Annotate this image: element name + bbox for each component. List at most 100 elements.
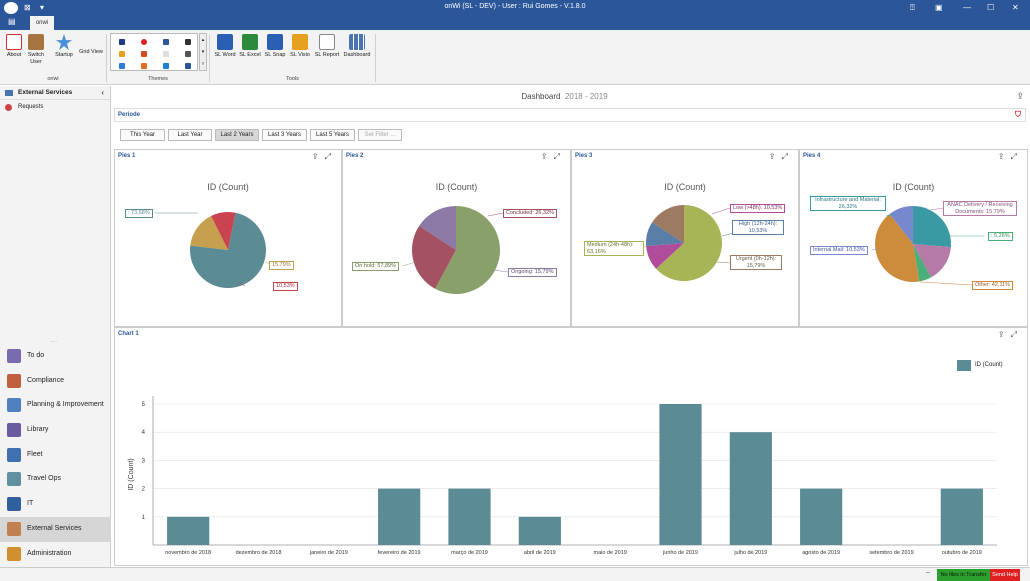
sidebar-header[interactable]: External Services ‹ [0, 86, 110, 100]
tab-onwi[interactable]: onwi [30, 16, 54, 30]
dashboard-area: Dashboard 2018 - 2019 ⇪ Periode ⛉ This Y… [112, 86, 1030, 566]
export-icon[interactable]: ⇪ [997, 330, 1011, 339]
nav-item-to-do[interactable]: To do [0, 344, 111, 369]
export-icon[interactable]: ⇪ [311, 152, 325, 161]
themes-scroll[interactable]: ▴ ▾ ▿ [199, 33, 207, 71]
pie-slice[interactable] [211, 212, 236, 250]
bar[interactable] [448, 488, 491, 545]
collapse-chevron-icon[interactable]: ‹ [101, 88, 104, 97]
theme-icon[interactable] [185, 51, 191, 57]
bar[interactable] [940, 488, 983, 545]
pie-slice[interactable] [646, 222, 684, 247]
panel-title: Pies 1 [118, 153, 136, 159]
bar[interactable] [378, 488, 421, 545]
pie-slice[interactable] [913, 244, 932, 282]
themes-gallery[interactable] [110, 33, 198, 71]
pie-slice[interactable] [190, 212, 266, 288]
pie-slice[interactable] [913, 244, 951, 278]
restore-ribbon-icon[interactable]: ▣ [935, 3, 943, 12]
nav-item-planning[interactable]: Planning & Improvement [0, 393, 111, 418]
theme-icon[interactable] [141, 51, 147, 57]
sl-excel-button[interactable]: SL Excel [238, 34, 262, 59]
export-icon[interactable]: ⇪ [540, 152, 554, 161]
theme-icon[interactable] [119, 63, 125, 69]
bar[interactable] [659, 404, 702, 545]
startup-button[interactable]: Startup [52, 34, 76, 59]
nav-item-administration[interactable]: Administration [0, 542, 111, 567]
send-help-button[interactable]: Send Help [990, 569, 1020, 581]
maximize-icon[interactable]: ⤢ [324, 152, 337, 161]
last-3-years-button[interactable]: Last 3 Years [262, 129, 307, 141]
pie-slice[interactable] [913, 206, 951, 248]
bar[interactable] [167, 516, 210, 545]
app-logo-icon [4, 2, 18, 14]
splitter-grip[interactable]: ..... [50, 338, 57, 344]
theme-icon[interactable] [185, 63, 191, 69]
bar[interactable] [800, 488, 843, 545]
nav-item-library[interactable]: Library [0, 418, 111, 443]
last-5-years-button[interactable]: Last 5 Years [310, 129, 355, 141]
maximize-icon[interactable]: ⤢ [781, 152, 794, 161]
sl-snap-button[interactable]: SL Snap [263, 34, 287, 59]
bar[interactable] [729, 432, 772, 545]
pie-slice[interactable] [889, 206, 913, 244]
airplane-icon [7, 447, 21, 462]
help-icon[interactable]: ⍰ [910, 3, 915, 12]
sl-report-button[interactable]: SL Report [313, 34, 341, 59]
theme-icon[interactable] [163, 51, 169, 57]
last-2-years-button[interactable]: Last 2 Years [215, 129, 259, 141]
minimize-icon[interactable]: — [963, 3, 971, 12]
switch-user-button[interactable]: Switch User [25, 34, 47, 66]
sidebar-item-requests[interactable]: Requests [0, 100, 110, 114]
sl-word-button[interactable]: SL Word [213, 34, 237, 59]
nav-item-fleet[interactable]: Fleet [0, 443, 111, 468]
pie-slice[interactable] [656, 205, 722, 281]
maximize-icon[interactable]: ☐ [987, 3, 995, 12]
theme-icon[interactable] [141, 39, 147, 45]
theme-icon[interactable] [119, 51, 125, 57]
minimize-status-icon[interactable]: – [926, 569, 930, 576]
pie-slice[interactable] [190, 215, 228, 250]
status-bar: – No files in Transfer Send Help [0, 567, 1030, 581]
nav-item-external-services[interactable]: External Services [0, 516, 111, 542]
about-button[interactable]: About [4, 34, 24, 59]
pie-slice[interactable] [412, 225, 456, 289]
nav-item-travel-ops[interactable]: Travel Ops [0, 467, 111, 492]
dashboard-button[interactable]: Dashboard [342, 34, 372, 59]
bar[interactable] [518, 516, 561, 545]
export-icon[interactable]: ⇪ [1016, 91, 1024, 101]
travel-icon [7, 472, 21, 487]
theme-icon[interactable] [141, 63, 147, 69]
external-services-icon [7, 521, 21, 536]
set-filter-button[interactable]: Set Filter ... [358, 129, 402, 141]
app-menu-icon[interactable]: ▤ [8, 17, 16, 26]
maximize-icon[interactable]: ⤢ [553, 152, 566, 161]
panel-tools: ⇪⤢ [541, 152, 566, 162]
grid-view-button[interactable]: Grid View [79, 49, 103, 55]
pie-label: 15,79% [269, 261, 294, 270]
bar-chart-panel: Chart 1 ⇪⤢ ID (Count) 1 2 3 4 5 ID (Count) nov… [114, 327, 1028, 566]
theme-icon[interactable] [163, 39, 169, 45]
theme-icon[interactable] [163, 63, 169, 69]
sl-visio-button[interactable]: SL Visio [288, 34, 312, 59]
legend-swatch [957, 360, 971, 371]
pie-slice[interactable] [646, 243, 684, 269]
nav-item-compliance[interactable]: Compliance [0, 369, 111, 394]
maximize-icon[interactable]: ⤢ [1010, 330, 1023, 339]
pie-slice[interactable] [652, 205, 684, 243]
export-icon[interactable]: ⇪ [997, 152, 1011, 161]
last-year-button[interactable]: Last Year [168, 129, 212, 141]
clear-filter-icon[interactable]: ⛉ [1015, 110, 1021, 119]
pie-slice[interactable] [419, 206, 456, 250]
pie-slice[interactable] [435, 206, 500, 294]
maximize-icon[interactable]: ⤢ [1010, 152, 1023, 161]
quick-access-icon[interactable]: ⊠ [24, 3, 31, 12]
nav-item-it[interactable]: IT [0, 492, 111, 517]
theme-icon[interactable] [119, 39, 125, 45]
close-icon[interactable]: ✕ [1012, 3, 1019, 12]
theme-icon[interactable] [185, 39, 191, 45]
this-year-button[interactable]: This Year [120, 129, 165, 141]
export-icon[interactable]: ⇪ [768, 152, 782, 161]
dropdown-icon[interactable]: ▾ [40, 3, 45, 12]
pie-slice[interactable] [875, 214, 920, 282]
